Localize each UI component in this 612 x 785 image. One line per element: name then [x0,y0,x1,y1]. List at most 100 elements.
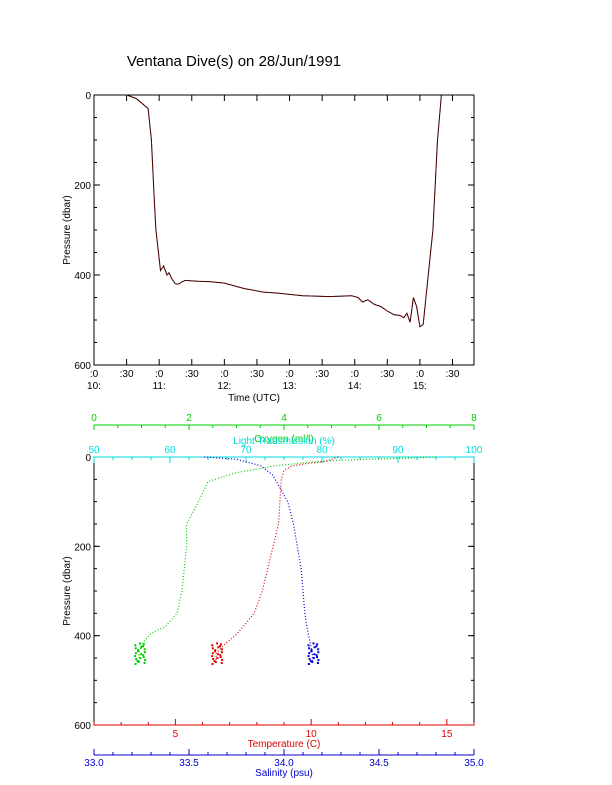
temperature-axis-title: Temperature (C) [248,739,321,750]
temperature-profile-point [219,643,222,646]
oxygen-profile-point [142,645,144,648]
salinity-profile-point [317,648,320,651]
oxygen-profile-point [134,644,137,647]
salinity-profile-point [315,645,318,648]
oxygen-profile-point [142,643,145,646]
x-tick-label: :0 [416,369,425,380]
salinity-tick-label: 33.5 [179,758,199,769]
temperature-profile-point [216,642,219,645]
transmission-tick-label: 60 [164,445,176,456]
oxygen-profile-point [142,654,145,657]
pressure-trace [126,94,442,328]
pressure-trace-dots [126,94,442,328]
oxygen-profile-point [134,655,137,658]
salinity-profile-point [307,644,310,647]
x-tick-hour-label: 15: [413,381,427,392]
oxygen-profile-point [140,646,143,649]
oxygen-profile-point [135,658,138,661]
y-tick-label: 0 [85,91,91,102]
oxygen-profile-point [140,653,142,656]
transmission-axis-title: Light Transmission (%) [233,436,335,447]
x-tick-label: :30 [120,369,134,380]
salinity-profile-point [309,660,312,663]
x-tick-label: :30 [446,369,460,380]
y-tick-label: 400 [74,632,91,643]
temperature-profile-point [211,644,214,647]
profile-chart: 0 200 400 600 Pressure (dbar) 0 2 4 6 8 Oxygen (ml… [62,413,484,779]
x-tick-hour-label: 12: [217,381,231,392]
oxygen-profile-point [143,648,146,651]
salinity-profile-point [307,663,310,665]
salinity-tick-label: 33.0 [84,758,104,769]
x-axis-title: Time (UTC) [228,393,280,404]
temperature-profile-point [219,656,222,659]
plot-frame [93,456,475,726]
temperature-profile-point [214,661,217,663]
transmission-tick-label: 70 [240,445,252,456]
oxygen-profile-point [137,661,140,663]
salinity-profile-point [312,657,315,660]
temperature-profile-point [217,646,220,649]
oxygen-profile-point [144,659,147,662]
salinity-profile-point [307,655,310,658]
temperature-profile-point [211,655,214,658]
salinity-profile-point [312,642,315,645]
salinity-profile-point [316,656,318,659]
temperature-profile-point [214,650,216,653]
temperature-tick-label: 10 [306,729,318,740]
salinity-axis-title: Salinity (psu) [255,768,313,779]
temperature-profile-point [220,648,223,651]
x-tick-label: :0 [155,369,164,380]
salinity-profile-point [316,643,319,646]
oxygen-profile-point [142,656,145,659]
temperature-tick-label: 15 [441,729,453,740]
temperature-profile-point [221,659,224,662]
temperature-profile [215,456,339,663]
oxygen-profile-point [134,663,137,665]
oxygen-profile [138,456,437,663]
transmission-tick-label: 100 [466,445,483,456]
oxygen-tick-label: 0 [91,413,97,424]
temperature-profile-point [220,651,223,654]
y-axis-title: Pressure (dbar) [62,556,73,625]
x-tick-label: :0 [90,369,99,380]
oxygen-tick-label: 4 [281,413,287,424]
transmission-tick-label: 50 [88,445,100,456]
x-tick-label: :0 [285,369,294,380]
salinity-profile [204,456,314,663]
x-tick-label: :30 [185,369,199,380]
figure-title: Ventana Dive(s) on 28/Jun/1991 [127,53,341,70]
temperature-profile-point [219,654,222,657]
x-tick-hour-label: 11: [153,381,166,392]
oxygen-profile-point [139,657,142,660]
temperature-profile-point [217,653,219,656]
transmission-tick-label: 80 [316,445,328,456]
oxygen-axis-title: Oxygen (ml/l) [254,434,313,445]
salinity-profile-point [308,658,311,661]
y-tick-label: 600 [74,361,91,372]
salinity-profile-point [308,647,311,650]
salinity-profile-point [313,653,316,656]
salinity-tick-label: 34.5 [369,758,389,769]
temperature-profile-point [212,658,215,661]
x-tick-label: :30 [250,369,264,380]
dive-pressure-chart: 0200400600:010::30:011::30:012::30:013::… [62,91,475,404]
oxygen-profile-point [134,652,137,655]
temperature-profile-point [213,660,216,663]
y-tick-label: 0 [85,453,91,464]
oxygen-profile-point [136,660,139,663]
x-tick-label: :0 [351,369,360,380]
salinity-profile-point [313,646,316,649]
x-tick-hour-label: 13: [283,381,297,392]
oxygen-tick-label: 6 [376,413,382,424]
salinity-profile-point [308,652,311,655]
x-tick-label: :30 [315,369,329,380]
salinity-profile-point [317,659,320,662]
x-tick-label: :30 [380,369,394,380]
temperature-profile-point [211,647,214,650]
oxygen-profile-point [143,662,146,664]
salinity-profile-point [311,661,314,663]
x-tick-label: :0 [220,369,229,380]
y-tick-label: 200 [74,181,91,192]
